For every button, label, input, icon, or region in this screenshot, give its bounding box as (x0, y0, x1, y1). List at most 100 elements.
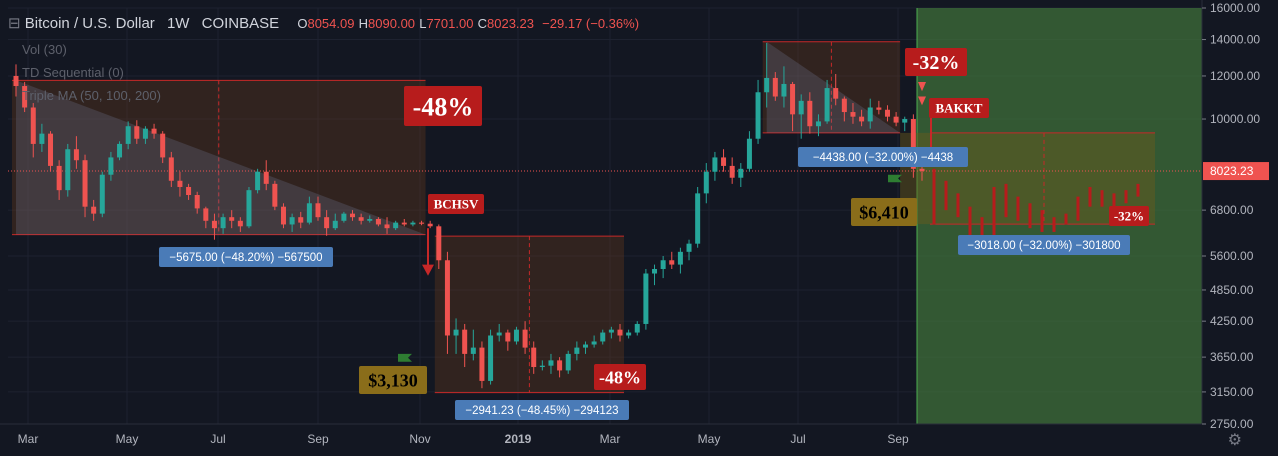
candle (781, 83, 787, 97)
close-label: C (477, 16, 487, 31)
pct-label-drop-1: -48% (413, 92, 474, 121)
candle (306, 203, 312, 223)
candle (30, 107, 36, 144)
legend-collapse-icon[interactable]: ⊟ (8, 15, 21, 32)
candle (65, 149, 71, 191)
time-tick-label: Sep (307, 432, 329, 446)
candle (298, 217, 304, 223)
symbol-legend: ⊟ Bitcoin / U.S. Dollar 1W COINBASE O805… (8, 14, 639, 32)
candle (591, 341, 597, 345)
candle (798, 100, 804, 115)
price-label-bakkt-bg (851, 198, 917, 226)
candle (910, 119, 916, 169)
candle (280, 206, 286, 225)
candle (686, 243, 692, 252)
candle (557, 360, 563, 371)
measure-label-1: −5675.00 (−48.20%) −567500 (169, 252, 322, 264)
pct-label-drop-2: -48% (599, 367, 641, 387)
candle (617, 329, 623, 336)
price-tick-label: 3650.00 (1210, 350, 1254, 364)
candle (427, 223, 433, 227)
candle (358, 217, 364, 221)
candle (833, 88, 839, 99)
candle (237, 220, 243, 227)
candle (815, 121, 821, 127)
candle (876, 107, 882, 110)
candle (367, 218, 373, 221)
candle (272, 183, 278, 207)
time-tick-label: May (116, 432, 139, 446)
candle (220, 217, 226, 229)
price-tick-label: 14000.00 (1210, 33, 1260, 47)
symbol-name: Bitcoin / U.S. Dollar (24, 15, 155, 32)
flag-icon (398, 353, 412, 362)
price-tick-label: 6800.00 (1210, 203, 1254, 217)
candle (608, 329, 614, 333)
price-tick-label: 4250.00 (1210, 314, 1254, 328)
candle (539, 365, 545, 368)
measure-label-2: −2941.23 (−48.45%) −294123 (465, 405, 618, 417)
last-price-tag-bg (1203, 162, 1269, 181)
exchange-label: COINBASE (201, 15, 280, 32)
candle (168, 157, 174, 181)
high-value: 8090.00 (368, 16, 416, 31)
candle (496, 332, 502, 336)
candle (99, 174, 105, 214)
candle (419, 222, 425, 224)
time-tick-label: Sep (887, 432, 909, 446)
price-tick-label: 12000.00 (1210, 69, 1260, 83)
event-label-bakkt: BAKKT (936, 101, 983, 116)
measure-label-4-bg (958, 235, 1130, 255)
candle (375, 218, 381, 225)
candle (479, 347, 485, 381)
candle (531, 347, 537, 368)
study-td-sequential[interactable]: TD Sequential (0) (22, 65, 124, 80)
candle (712, 157, 718, 172)
candle (332, 220, 338, 229)
candle (513, 329, 519, 342)
measure-label-3-bg (798, 147, 968, 167)
price-tick-label: 4850.00 (1210, 283, 1254, 297)
candle (289, 217, 295, 225)
candle (246, 190, 252, 227)
settings-gear-icon[interactable]: ⚙ (1227, 432, 1242, 449)
candle (350, 213, 356, 218)
price-tick-label: 10000.00 (1210, 112, 1260, 126)
time-tick-label: 2019 (505, 432, 532, 446)
candle (39, 133, 45, 144)
fan-triangle-1 (16, 80, 426, 235)
candle (790, 83, 796, 115)
candle (488, 335, 494, 381)
candle (324, 217, 330, 229)
candle (738, 168, 744, 178)
candle (660, 260, 666, 270)
candle (470, 347, 476, 354)
time-tick-label: Mar (18, 432, 39, 446)
price-tick-label: 2750.00 (1210, 417, 1254, 431)
open-label: O (297, 16, 308, 31)
candle (13, 75, 19, 87)
candle (893, 116, 899, 123)
candle (643, 273, 649, 324)
candle (600, 332, 606, 342)
price-axis-bg (1202, 0, 1278, 456)
high-label: H (358, 16, 369, 31)
interval-label: 1W (166, 15, 190, 32)
study-triple-ma[interactable]: Triple MA (50, 100, 200) (22, 88, 161, 103)
price-label-low-bg (359, 366, 427, 394)
candle (444, 260, 450, 336)
flag-icon (888, 174, 902, 183)
candle (142, 128, 148, 139)
candle (160, 133, 166, 158)
study-volume[interactable]: Vol (30) (22, 42, 67, 57)
candle (73, 149, 79, 161)
candle (263, 171, 269, 184)
candle (341, 213, 347, 221)
candle (255, 171, 261, 191)
candle (522, 329, 528, 348)
close-value: 8023.23 (487, 16, 534, 31)
candle (626, 332, 632, 336)
candle (48, 133, 54, 166)
candle (755, 92, 761, 139)
